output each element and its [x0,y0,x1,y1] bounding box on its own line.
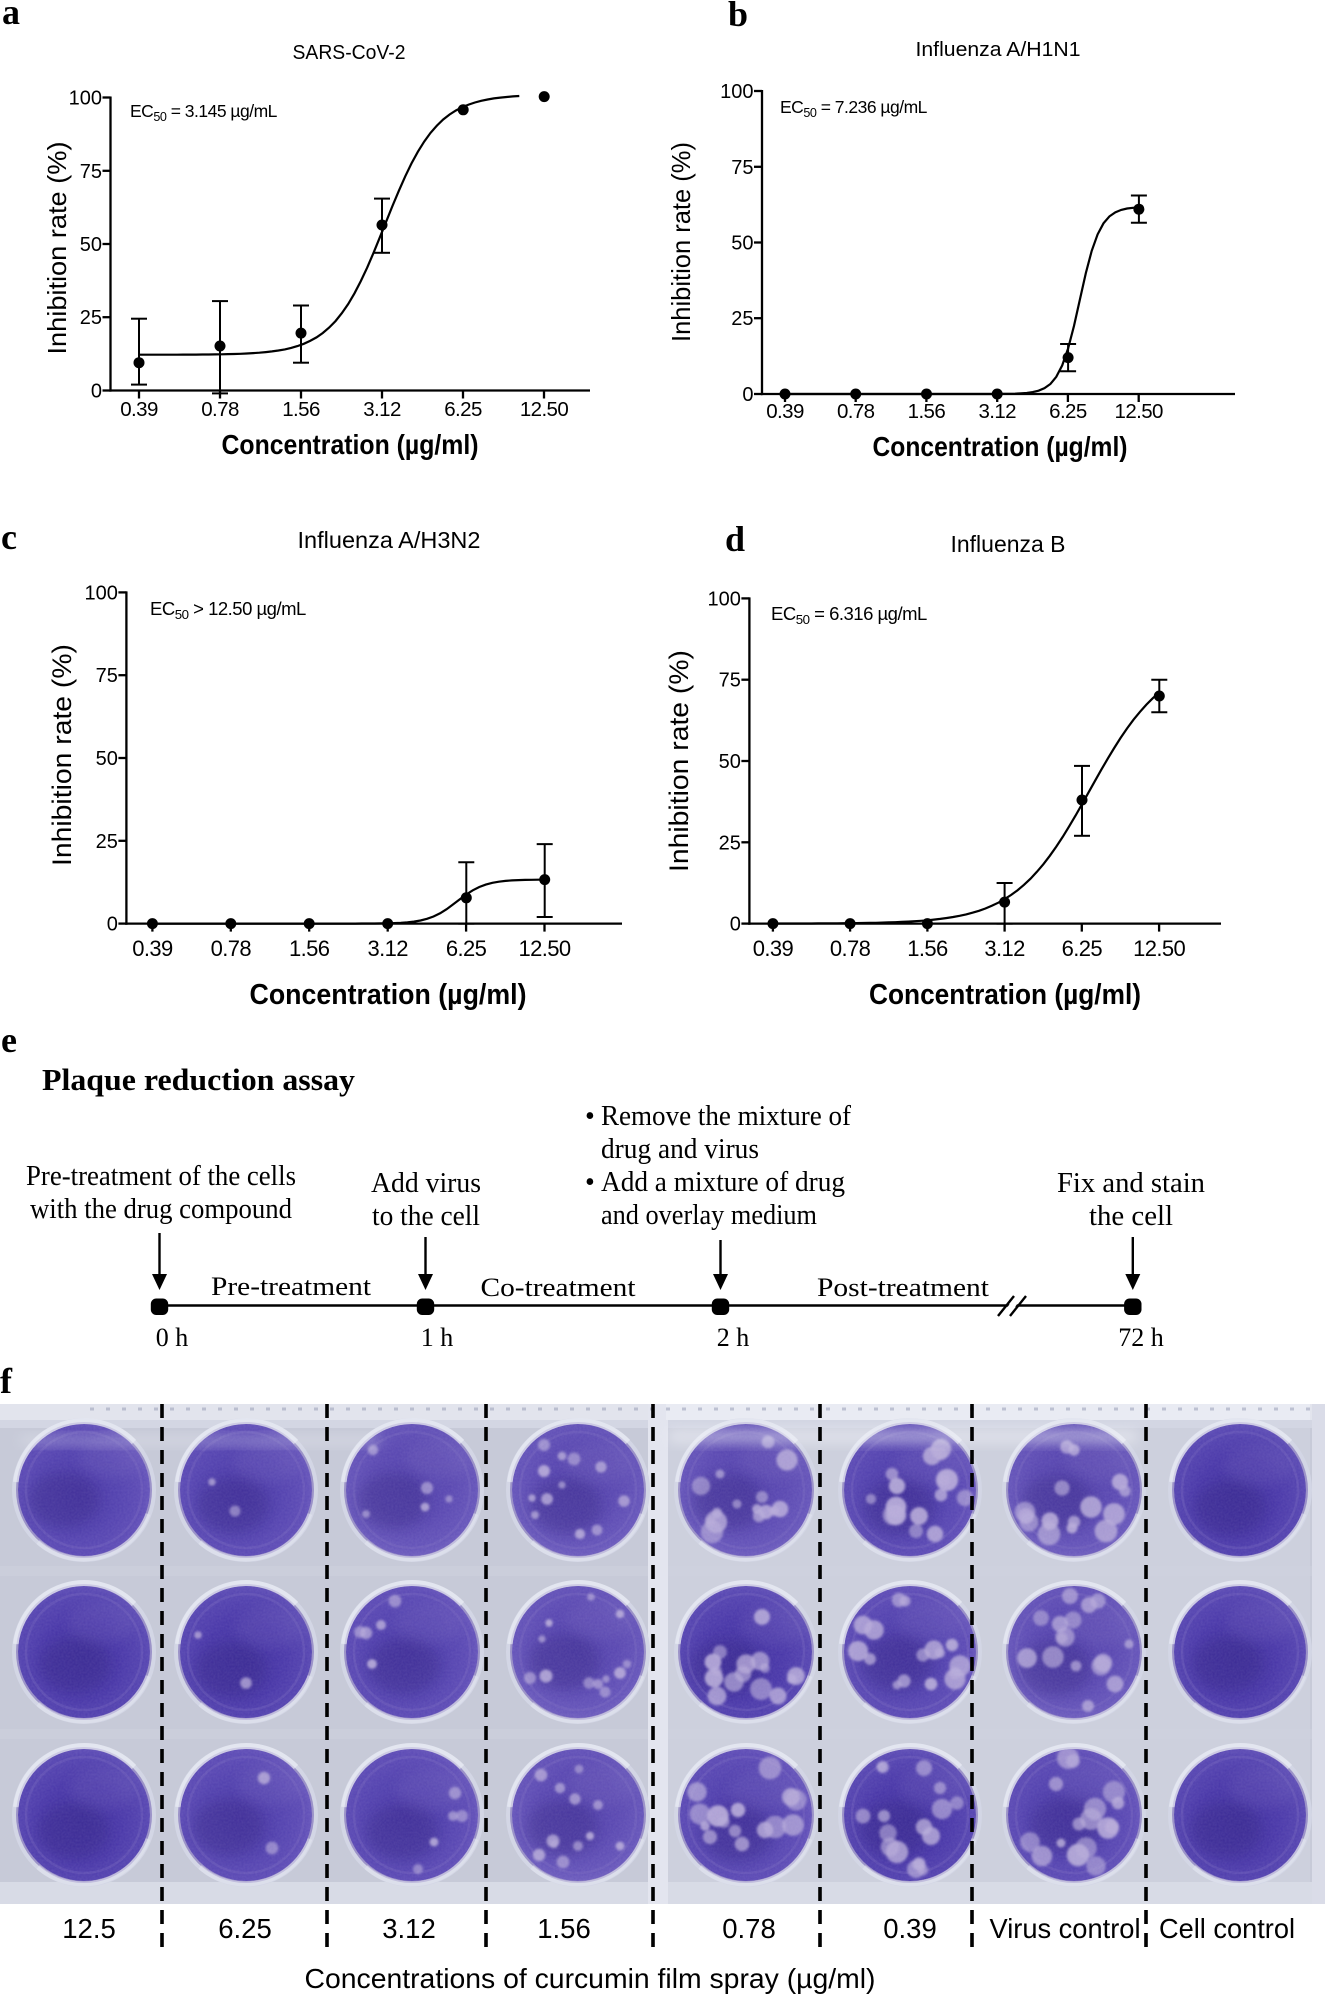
svg-text:Concentration (µg/ml): Concentration (µg/ml) [250,979,527,1011]
svg-text:3.12: 3.12 [978,400,1016,423]
svg-text:12.50: 12.50 [1115,400,1163,423]
svg-text:Pre-treatment: Pre-treatment [211,1272,372,1301]
svg-text:6.25: 6.25 [444,398,482,421]
svg-text:b: b [728,0,748,34]
svg-text:1.56: 1.56 [289,936,330,961]
svg-text:3.12: 3.12 [367,936,408,961]
svg-text:Remove the mixture of: Remove the mixture of [601,1101,852,1132]
svg-text:1.56: 1.56 [908,400,946,423]
svg-text:6.25: 6.25 [1049,400,1087,423]
svg-text:SARS-CoV-2: SARS-CoV-2 [293,41,406,64]
svg-text:3.12: 3.12 [984,936,1025,961]
svg-text:0.78: 0.78 [837,400,875,423]
svg-text:100: 100 [85,582,118,604]
svg-text:d: d [725,519,745,559]
svg-text:0 h: 0 h [156,1323,189,1352]
svg-text:Influenza B: Influenza B [951,531,1066,557]
svg-text:•: • [585,1101,595,1132]
svg-text:a: a [2,0,20,32]
svg-text:EC50 = 7.236 µg/mL: EC50 = 7.236 µg/mL [780,97,928,120]
svg-text:0.39: 0.39 [120,398,158,421]
svg-text:0.78: 0.78 [211,936,252,961]
svg-text:0.39: 0.39 [753,936,794,961]
svg-text:Influenza A/H3N2: Influenza A/H3N2 [298,527,481,553]
svg-text:50: 50 [96,748,118,770]
svg-text:EC50 = 6.316 µg/mL: EC50 = 6.316 µg/mL [771,603,927,627]
svg-text:Add virus: Add virus [371,1168,481,1199]
svg-text:0.39: 0.39 [132,936,173,961]
svg-text:75: 75 [731,157,753,179]
svg-text:12.50: 12.50 [518,936,570,961]
svg-text:50: 50 [719,751,741,773]
svg-text:Concentrations of curcumin fil: Concentrations of curcumin film spray (µ… [305,1963,876,1994]
svg-text:1.56: 1.56 [282,398,320,421]
svg-text:6.25: 6.25 [446,936,487,961]
svg-text:1.56: 1.56 [537,1913,591,1944]
svg-text:EC50 = 3.145 µg/mL: EC50 = 3.145 µg/mL [130,101,278,124]
svg-text:75: 75 [96,665,118,687]
svg-text:0: 0 [107,914,118,936]
svg-text:Plaque reduction assay: Plaque reduction assay [42,1062,356,1097]
svg-text:Co-treatment: Co-treatment [481,1273,637,1302]
svg-text:3.12: 3.12 [382,1913,436,1944]
svg-text:Influenza A/H1N1: Influenza A/H1N1 [916,38,1081,61]
svg-text:Inhibition rate (%): Inhibition rate (%) [47,644,77,866]
svg-text:25: 25 [80,307,102,329]
svg-text:0.39: 0.39 [766,400,804,423]
svg-text:0.39: 0.39 [883,1913,937,1944]
svg-text:0: 0 [742,384,753,406]
svg-text:EC50 > 12.50 µg/mL: EC50 > 12.50 µg/mL [150,598,306,622]
svg-text:Fix and stain: Fix and stain [1057,1168,1205,1199]
svg-text:Inhibition rate (%): Inhibition rate (%) [666,142,696,342]
svg-text:to the cell: to the cell [372,1201,480,1232]
svg-text:2 h: 2 h [717,1323,750,1352]
svg-text:Add a mixture of drug: Add a mixture of drug [601,1167,845,1198]
svg-text:Cell control: Cell control [1159,1913,1295,1944]
svg-text:72 h: 72 h [1118,1323,1164,1352]
svg-text:25: 25 [719,832,741,854]
svg-text:3.12: 3.12 [363,398,401,421]
svg-text:•: • [585,1167,595,1198]
svg-text:50: 50 [731,233,753,255]
svg-text:12.50: 12.50 [1133,936,1185,961]
svg-text:and overlay medium: and overlay medium [601,1200,817,1231]
svg-text:0: 0 [91,381,102,403]
svg-text:12.5: 12.5 [62,1913,116,1944]
svg-text:f: f [0,1361,13,1401]
svg-text:Concentration (µg/ml): Concentration (µg/ml) [869,979,1141,1011]
svg-text:Post-treatment: Post-treatment [817,1273,990,1302]
svg-text:c: c [1,517,17,557]
svg-text:50: 50 [80,234,102,256]
svg-text:6.25: 6.25 [218,1913,272,1944]
svg-text:100: 100 [69,88,102,110]
svg-text:Concentration (µg/ml): Concentration (µg/ml) [873,431,1128,462]
svg-text:1 h: 1 h [421,1323,454,1352]
svg-text:the cell: the cell [1089,1201,1173,1232]
svg-text:with the drug compound: with the drug compound [30,1194,292,1225]
svg-text:Concentration (µg/ml): Concentration (µg/ml) [222,429,479,460]
svg-text:75: 75 [719,670,741,692]
svg-text:6.25: 6.25 [1062,936,1103,961]
svg-text:Inhibition rate (%): Inhibition rate (%) [664,650,694,872]
svg-text:25: 25 [731,308,753,330]
svg-text:75: 75 [80,161,102,183]
svg-text:25: 25 [96,831,118,853]
svg-text:0.78: 0.78 [830,936,871,961]
svg-text:12.50: 12.50 [520,398,568,421]
svg-text:Inhibition rate (%): Inhibition rate (%) [42,142,72,355]
svg-text:0.78: 0.78 [201,398,239,421]
svg-text:1.56: 1.56 [907,936,948,961]
svg-text:Virus control: Virus control [990,1913,1141,1944]
svg-text:Pre-treatment of the cells: Pre-treatment of the cells [26,1161,296,1192]
svg-text:drug and virus: drug and virus [601,1134,759,1165]
svg-text:0: 0 [730,914,741,936]
svg-text:e: e [1,1020,17,1060]
svg-text:100: 100 [708,588,741,610]
svg-text:0.78: 0.78 [722,1913,776,1944]
svg-text:100: 100 [720,81,753,103]
